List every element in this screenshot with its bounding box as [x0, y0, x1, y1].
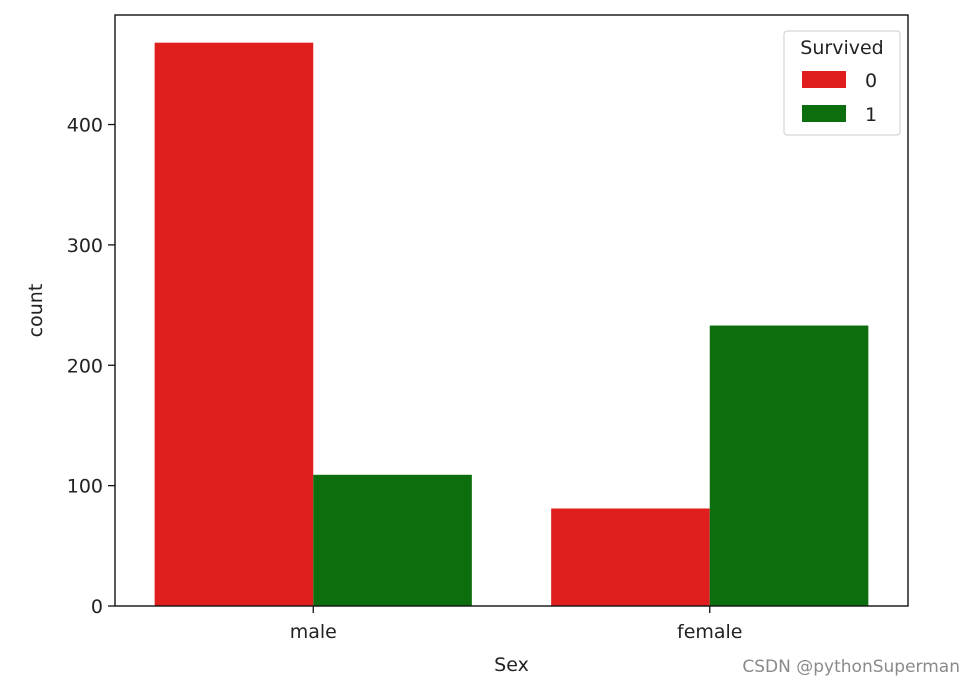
legend-items: 01	[802, 70, 877, 126]
bar-female-survived-1	[709, 325, 869, 606]
legend-swatch-0	[802, 71, 846, 88]
bar-female-survived-0	[551, 508, 710, 606]
legend-swatch-1	[802, 105, 846, 122]
x-tick-label: male	[290, 621, 337, 643]
y-axis-label: count	[25, 284, 47, 338]
legend-label-1: 1	[865, 104, 877, 126]
legend: Survived 01	[783, 30, 901, 136]
legend-title: Survived	[800, 37, 883, 59]
y-tick-label: 400	[67, 115, 103, 137]
y-tick-label: 100	[67, 476, 103, 498]
watermark: CSDN @pythonSuperman	[742, 657, 960, 677]
x-axis-ticks: male female	[290, 606, 743, 643]
y-axis-ticks: 0 100 200 300 400	[67, 115, 115, 618]
plot-frame	[114, 14, 909, 607]
bars-group	[154, 42, 869, 606]
x-tick-label: female	[677, 621, 743, 643]
y-tick-label: 200	[67, 355, 103, 377]
y-tick-label: 300	[67, 235, 103, 257]
bar-male-survived-0	[154, 42, 314, 606]
bar-male-survived-1	[313, 474, 472, 606]
y-tick-label: 0	[91, 596, 103, 618]
x-axis-label: Sex	[494, 654, 529, 676]
legend-label-0: 0	[865, 70, 877, 92]
